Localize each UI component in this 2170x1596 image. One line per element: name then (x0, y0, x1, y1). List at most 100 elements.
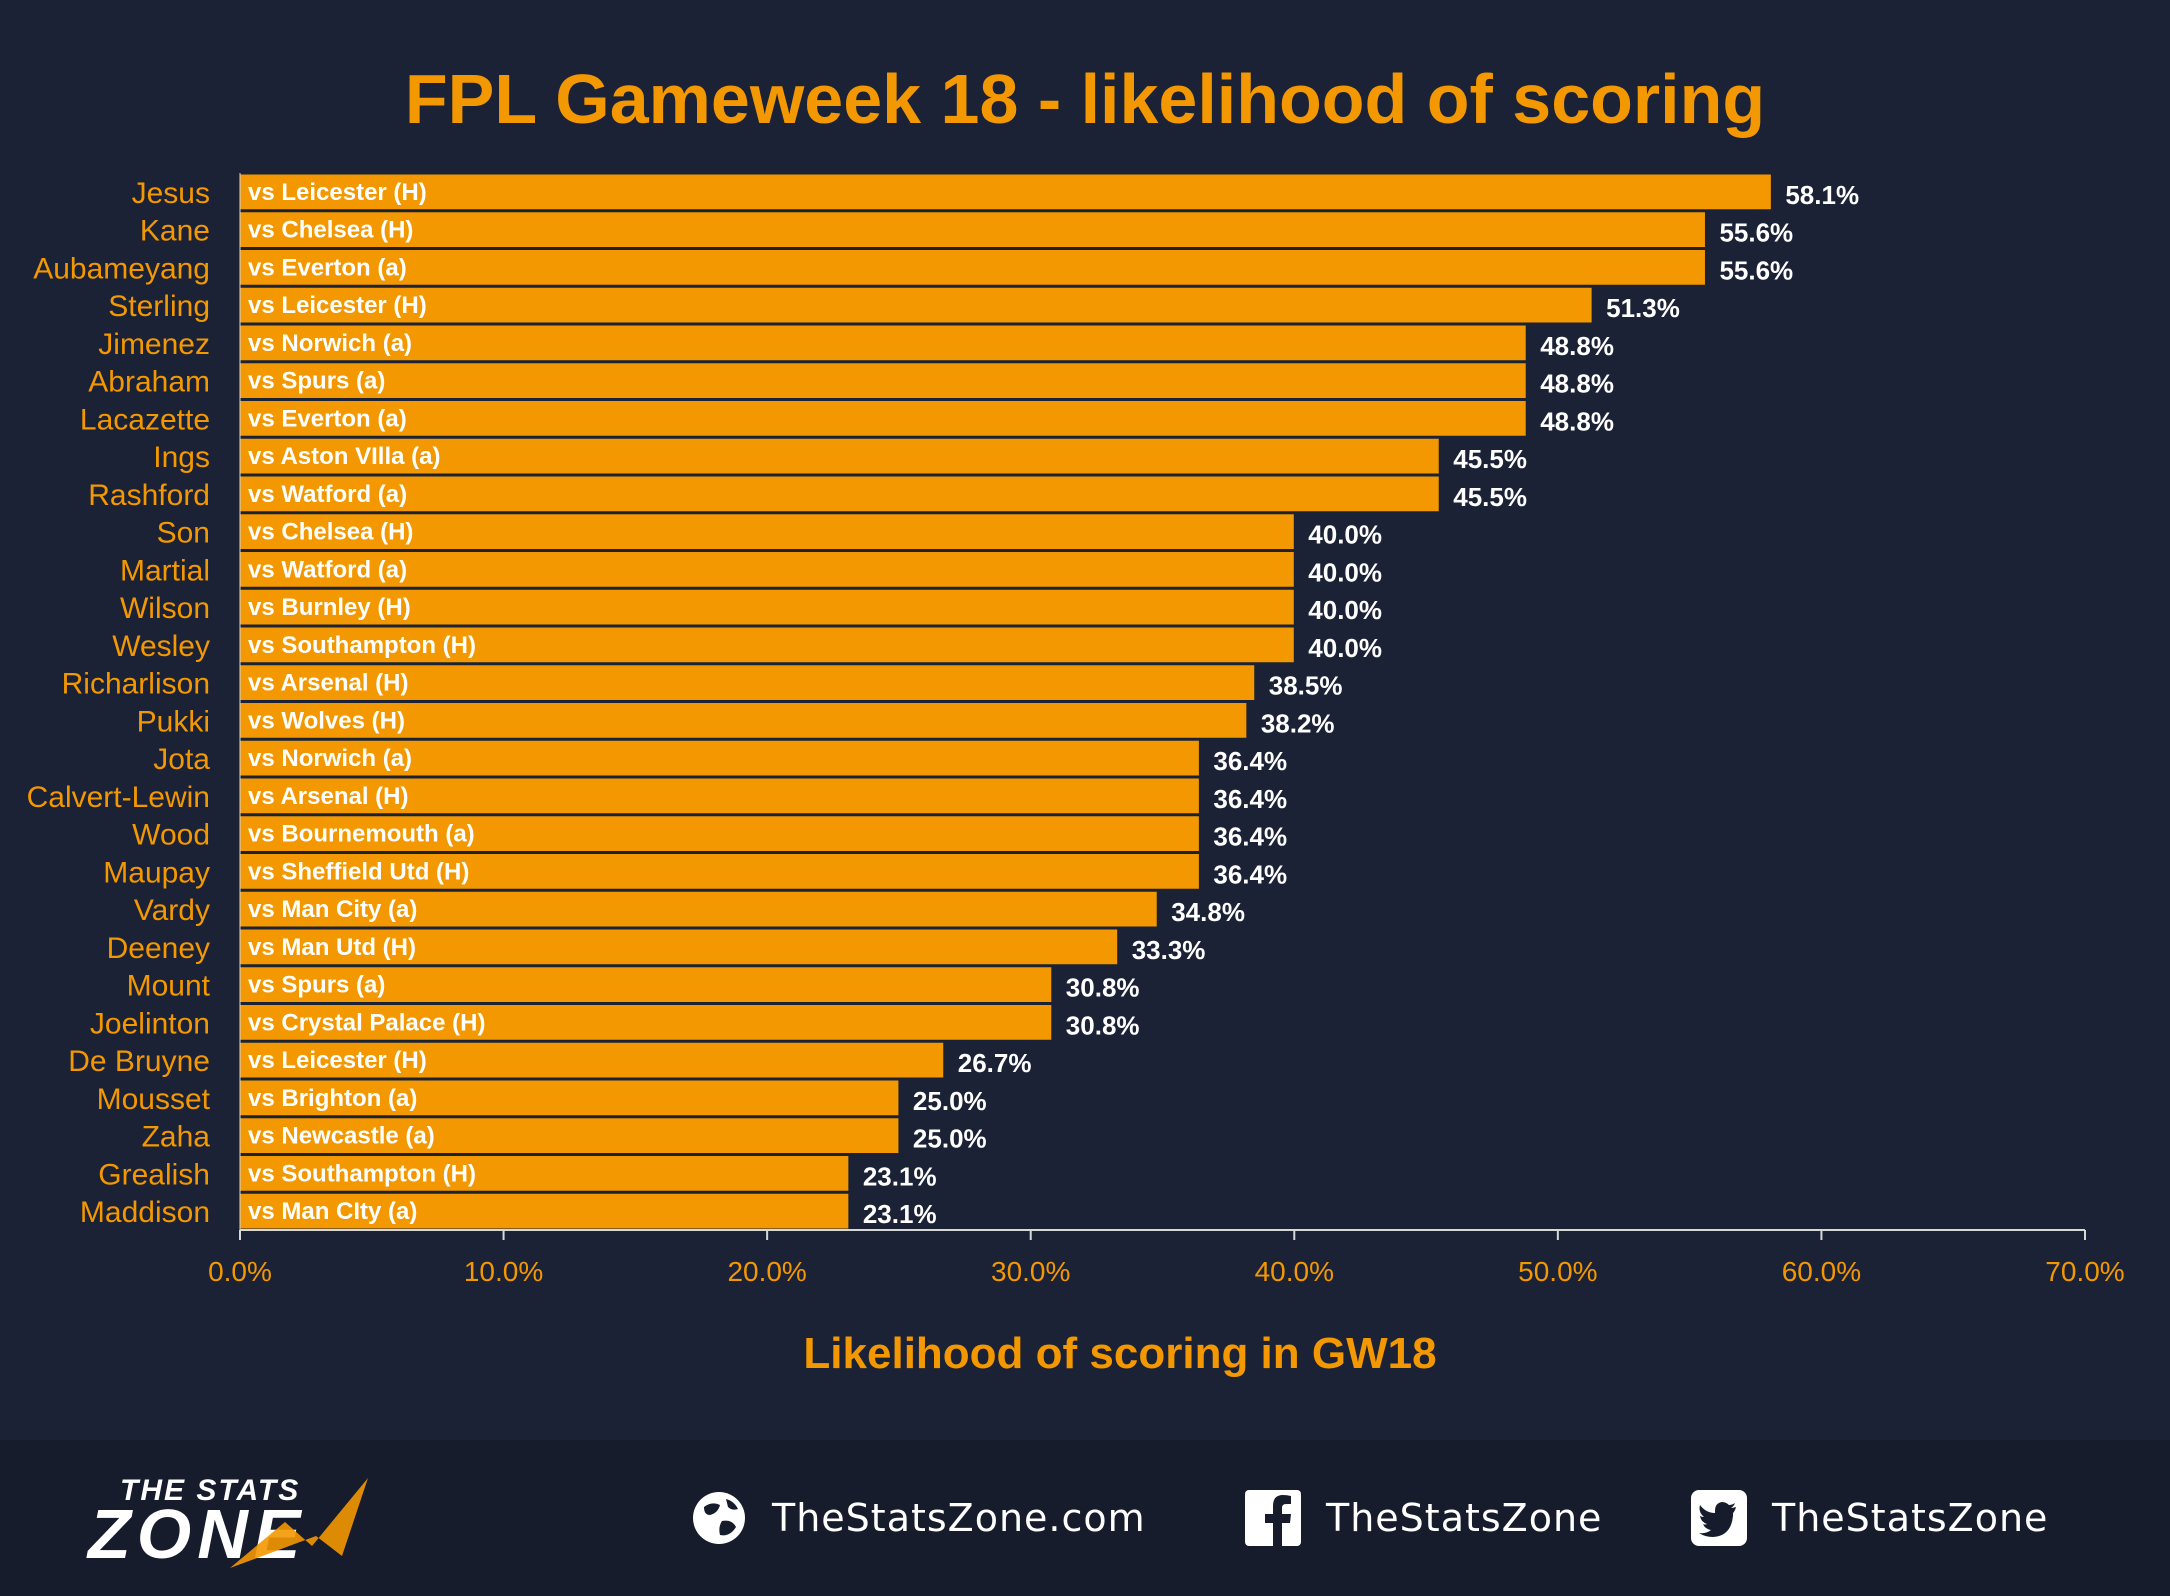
bar-row: Joelinton vs Crystal Palace (H) 30.8% (90, 1004, 1140, 1041)
fixture-label: vs Norwich (a) (248, 330, 412, 357)
bar-row: Mount vs Spurs (a) 30.8% (127, 966, 1140, 1003)
value-label: 23.1% (863, 1161, 937, 1191)
bar-row: Son vs Chelsea (H) 40.0% (157, 513, 1382, 550)
value-label: 33.3% (1132, 935, 1206, 965)
fixture-label: vs Everton (a) (248, 405, 407, 432)
bar (239, 702, 1248, 739)
bar-row: Rashford vs Watford (a) 45.5% (88, 475, 1527, 513)
player-label: Aubameyang (33, 252, 210, 285)
footer: THE STATS ZONE TheStatsZone.com TheStats… (0, 1440, 2170, 1596)
player-label: Calvert-Lewin (27, 781, 210, 814)
facebook-icon (1244, 1489, 1302, 1547)
value-label: 34.8% (1171, 897, 1245, 927)
player-label: Sterling (108, 290, 210, 323)
player-label: Wesley (112, 630, 210, 663)
fixture-label: vs Norwich (a) (248, 745, 412, 772)
x-tick-label: 10.0% (464, 1256, 543, 1287)
value-label: 55.6% (1719, 255, 1793, 285)
player-label: De Bruyne (68, 1045, 210, 1078)
twitter-text: TheStatsZone (1772, 1496, 2049, 1540)
player-label: Zaha (142, 1121, 211, 1154)
website-link[interactable]: TheStatsZone.com (690, 1488, 1146, 1548)
player-label: Kane (140, 215, 210, 248)
x-axis-title: Likelihood of scoring in GW18 (803, 1329, 1436, 1378)
facebook-text: TheStatsZone (1326, 1496, 1603, 1540)
value-label: 48.8% (1540, 331, 1614, 361)
bar-row: Maupay vs Sheffield Utd (H) 36.4% (103, 853, 1287, 890)
fixture-label: vs Bournemouth (a) (248, 821, 475, 848)
value-label: 30.8% (1066, 1010, 1140, 1040)
bar-row: Mousset vs Brighton (a) 25.0% (97, 1079, 987, 1117)
player-label: Maddison (80, 1196, 210, 1229)
bar (239, 211, 1706, 248)
value-label: 26.7% (958, 1048, 1032, 1078)
bar (239, 513, 1295, 550)
bar-row: Abraham vs Spurs (a) 48.8% (88, 362, 1614, 399)
value-label: 55.6% (1719, 218, 1793, 248)
fixture-label: vs Southampton (H) (248, 632, 476, 659)
bar (239, 588, 1295, 626)
globe-icon (690, 1489, 748, 1547)
value-label: 36.4% (1213, 746, 1287, 776)
x-tick-label: 50.0% (1518, 1256, 1597, 1287)
bars-group: Jesus vs Leicester (H) 58.1% Kane vs Chelsea… (27, 173, 1859, 1230)
fixture-label: vs Man Utd (H) (248, 934, 416, 961)
x-tick-label: 20.0% (727, 1256, 806, 1287)
value-label: 25.0% (913, 1086, 987, 1116)
fixture-label: vs Sheffield Utd (H) (248, 858, 469, 885)
bar-chart: FPL Gameweek 18 - likelihood of scoring … (27, 60, 2125, 1378)
facebook-link[interactable]: TheStatsZone (1244, 1488, 1602, 1548)
fixture-label: vs Chelsea (H) (248, 519, 413, 546)
fixture-label: vs Man CIty (a) (248, 1198, 417, 1225)
fixture-label: vs Southampton (H) (248, 1160, 476, 1187)
bar-row: Lacazette vs Everton (a) 48.8% (80, 400, 1614, 437)
fixture-label: vs Man City (a) (248, 896, 417, 923)
value-label: 58.1% (1785, 180, 1859, 210)
bar-row: Grealish vs Southampton (H) 23.1% (98, 1155, 937, 1192)
bar-row: Jesus vs Leicester (H) 58.1% (132, 173, 1859, 211)
player-label: Martial (120, 554, 210, 587)
player-label: Abraham (88, 366, 210, 399)
bar-row: Kane vs Chelsea (H) 55.6% (140, 211, 1793, 248)
bar-row: De Bruyne vs Leicester (H) 26.7% (68, 1041, 1032, 1079)
fixture-label: vs Crystal Palace (H) (248, 1009, 485, 1036)
bar (239, 890, 1158, 928)
website-text: TheStatsZone.com (772, 1496, 1146, 1540)
fixture-label: vs Spurs (a) (248, 972, 385, 999)
chart-title: FPL Gameweek 18 - likelihood of scoring (405, 60, 1765, 138)
bar-row: Vardy vs Man City (a) 34.8% (134, 890, 1245, 928)
bar-row: Jimenez vs Norwich (a) 48.8% (98, 324, 1614, 362)
x-tick-label: 60.0% (1782, 1256, 1861, 1287)
value-label: 40.0% (1308, 595, 1382, 625)
value-label: 36.4% (1213, 784, 1287, 814)
chart-area: FPL Gameweek 18 - likelihood of scoring … (26, 60, 2125, 1378)
value-label: 25.0% (913, 1124, 987, 1154)
fixture-label: vs Watford (a) (248, 556, 407, 583)
player-label: Ings (153, 441, 210, 474)
bar (239, 400, 1527, 437)
player-label: Maupay (103, 856, 210, 889)
bar-row: Calvert-Lewin vs Arsenal (H) 36.4% (27, 777, 1287, 815)
player-label: Pukki (137, 705, 210, 738)
bar (239, 853, 1200, 890)
bar-row: Pukki vs Wolves (H) 38.2% (137, 702, 1335, 739)
player-label: Jota (153, 743, 210, 776)
bar-row: Richarlison vs Arsenal (H) 38.5% (62, 664, 1342, 701)
x-tick-label: 30.0% (991, 1256, 1070, 1287)
twitter-link[interactable]: TheStatsZone (1690, 1488, 2048, 1548)
value-label: 48.8% (1540, 369, 1614, 399)
bar (239, 664, 1256, 701)
bar-row: Sterling vs Leicester (H) 51.3% (108, 286, 1680, 324)
value-label: 40.0% (1308, 633, 1382, 663)
fixture-label: vs Aston VIlla (a) (248, 443, 441, 470)
player-label: Mousset (97, 1083, 211, 1116)
value-label: 30.8% (1066, 973, 1140, 1003)
bar (239, 928, 1119, 966)
fixture-label: vs Wolves (H) (248, 707, 405, 734)
bar (239, 1155, 850, 1192)
fixture-label: vs Watford (a) (248, 481, 407, 508)
player-label: Son (157, 517, 210, 550)
bar (239, 815, 1200, 852)
fixture-label: vs Arsenal (H) (248, 783, 409, 810)
bar (239, 966, 1053, 1003)
